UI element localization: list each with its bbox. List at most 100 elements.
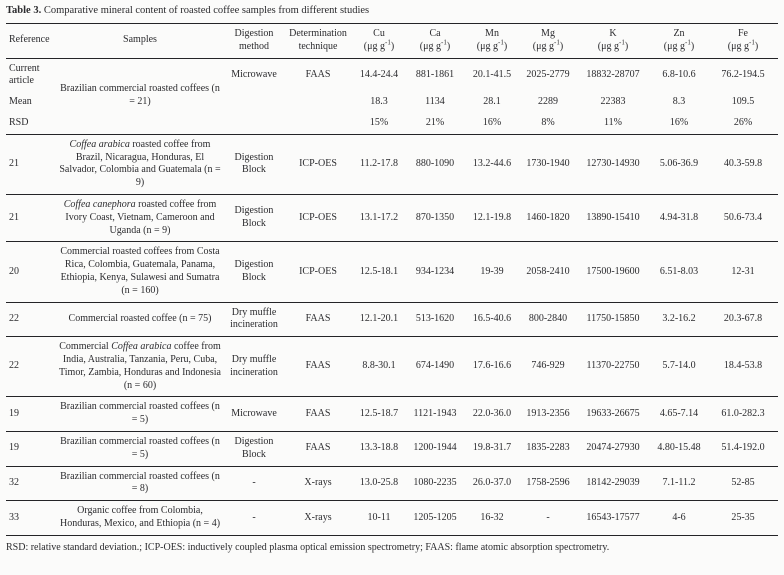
samples-cell: Organic coffee from Colombia, Honduras, … — [56, 500, 224, 536]
technique-cell: FAAS — [284, 302, 352, 338]
value-cell-mg: 1835-2283 — [520, 431, 576, 467]
value-cell-mg: 2025-2779 — [526, 68, 570, 80]
table-caption: Table 3. Comparative mineral content of … — [6, 5, 778, 16]
value-cell-fe: 40.3-59.8 — [708, 134, 778, 195]
value-cell-k: 16543-17577 — [576, 500, 650, 536]
value-cell-fe: 51.4-192.0 — [708, 431, 778, 467]
table-row: Current article Brazilian commercial roas… — [6, 58, 778, 135]
value-cell-zn: 4-6 — [650, 500, 708, 536]
value-cell-mn: 22.0-36.0 — [464, 396, 520, 432]
technique-cell: ICP-OES — [284, 194, 352, 243]
digestion-cell: Dry muffle incineration — [224, 302, 284, 338]
value-cell-ca: 1200-1944 — [406, 431, 464, 467]
unit-exponent: -1 — [749, 38, 755, 47]
value-cell-fe: 25-35 — [708, 500, 778, 536]
digestion-cell: Microwave — [231, 68, 277, 80]
value-cell-ca: 881-1861 — [415, 68, 455, 80]
value-cell-k: 18142-29039 — [576, 466, 650, 502]
value-cell-mn: 17.6-16.6 — [464, 336, 520, 398]
value-cell-mn: 16% — [464, 112, 520, 135]
samples-cell: Coffea arabica roasted coffee from Brazi… — [56, 134, 224, 195]
document-page: Table 3. Comparative mineral content of … — [6, 5, 778, 553]
value-cell-cu: 12.5-18.1 — [352, 241, 406, 303]
reference-cell: 19 — [6, 396, 56, 432]
samples-cell: Commercial Coffea arabica coffee from In… — [56, 336, 224, 398]
col-header-fe: Fe (μg g-1) — [708, 23, 778, 59]
unit-label: (μg g-1) — [727, 38, 759, 52]
value-cell-fe: 109.5 — [731, 96, 755, 108]
value-cell-fe: 26% — [708, 112, 778, 135]
unit-exponent: -1 — [619, 38, 625, 47]
value-cell-cu: 12.5-18.7 — [352, 396, 406, 432]
unit-exponent: -1 — [385, 38, 391, 47]
unit-exponent: -1 — [498, 38, 504, 47]
value-cell-mn: 16.5-40.6 — [464, 302, 520, 338]
table-row: 21 Coffea canephora roasted coffee from I… — [6, 194, 778, 243]
value-cell-k: 17500-19600 — [576, 241, 650, 303]
header-row: Reference Samples Digestion method Determina… — [6, 23, 778, 59]
value-cell-ca: 21% — [406, 112, 464, 135]
value-cell-mg: 1913-2356 — [520, 396, 576, 432]
unit-label: (μg g-1) — [663, 38, 695, 52]
digestion-cell: Dry muffle incineration — [224, 336, 284, 398]
value-cell-cu: 8.8-30.1 — [352, 336, 406, 398]
samples-cell: Commercial roasted coffees from Costa Ri… — [56, 241, 224, 303]
digestion-cell: Digestion Block — [224, 241, 284, 303]
digestion-cell — [224, 92, 284, 113]
value-cell-k: 18832-28707 — [586, 68, 640, 80]
technique-cell: X-rays — [284, 500, 352, 536]
samples-cell: Brazilian commercial roasted coffees (n … — [56, 466, 224, 502]
unit-label: (μg g-1) — [597, 38, 629, 52]
table-row: 20 Commercial roasted coffees from Costa … — [6, 241, 778, 303]
value-cell-zn: 6.8-10.6 — [662, 68, 696, 80]
value-cell-mn: 20.1-41.5 — [472, 68, 512, 80]
digestion-cell: Digestion Block — [224, 431, 284, 467]
technique-cell — [284, 92, 352, 113]
col-header-mn: Mn (μg g-1) — [464, 23, 520, 59]
digestion-cell — [224, 112, 284, 135]
reference-cell: 21 — [6, 134, 56, 195]
value-cell-mn: 13.2-44.6 — [464, 134, 520, 195]
value-cell-mg: 800-2840 — [520, 302, 576, 338]
col-header-k: K (μg g-1) — [576, 23, 650, 59]
value-cell-fe: 20.3-67.8 — [708, 302, 778, 338]
value-cell-cu: 10-11 — [352, 500, 406, 536]
col-header-digestion: Digestion method — [224, 23, 284, 59]
value-cell-mg: - — [520, 500, 576, 536]
digestion-cell: Digestion Block — [224, 134, 284, 195]
value-cell-mg: 1460-1820 — [520, 194, 576, 243]
value-cell-mg: 8% — [520, 112, 576, 135]
table-header: Reference Samples Digestion method Determina… — [6, 23, 778, 59]
value-cell-ca: 1134 — [425, 96, 445, 108]
table-caption-text: Comparative mineral content of roasted c… — [43, 5, 370, 16]
value-cell-ca: 934-1234 — [406, 241, 464, 303]
reference-cell: Current article — [9, 62, 40, 87]
value-cell-cu: 12.1-20.1 — [352, 302, 406, 338]
value-cell-fe: 52-85 — [708, 466, 778, 502]
table-row: 19 Brazilian commercial roasted coffees (… — [6, 396, 778, 432]
technique-cell: FAAS — [305, 68, 331, 80]
value-cell-mn: 26.0-37.0 — [464, 466, 520, 502]
unit-exponent: -1 — [441, 38, 447, 47]
table-footnote: RSD: relative standard deviation.; ICP-O… — [6, 541, 610, 553]
col-header-technique: Determination technique — [284, 23, 352, 59]
value-cell-cu: 14.4-24.4 — [359, 68, 399, 80]
value-cell-mn: 16-32 — [464, 500, 520, 536]
value-cell-k: 11750-15850 — [576, 302, 650, 338]
value-cell-cu: 15% — [352, 112, 406, 135]
value-cell-fe: 76.2-194.5 — [721, 68, 765, 80]
reference-cell: 32 — [6, 466, 56, 502]
value-cell-k: 19633-26675 — [576, 396, 650, 432]
unit-label: (μg g-1) — [363, 38, 395, 52]
technique-cell: FAAS — [284, 431, 352, 467]
samples-cell: Commercial roasted coffee (n = 75) — [56, 302, 224, 338]
mineral-content-table: Reference Samples Digestion method Determina… — [6, 23, 778, 536]
value-cell-cu: 11.2-17.8 — [352, 134, 406, 195]
samples-cell: Coffea canephora roasted coffee from Ivo… — [56, 194, 224, 243]
technique-cell: FAAS — [284, 396, 352, 432]
samples-cell: Brazilian commercial roasted coffees (n … — [56, 58, 224, 135]
value-cell-cu: 13.3-18.8 — [352, 431, 406, 467]
value-cell-mg: 1758-2596 — [520, 466, 576, 502]
digestion-cell: - — [224, 466, 284, 502]
value-cell-fe: 61.0-282.3 — [708, 396, 778, 432]
